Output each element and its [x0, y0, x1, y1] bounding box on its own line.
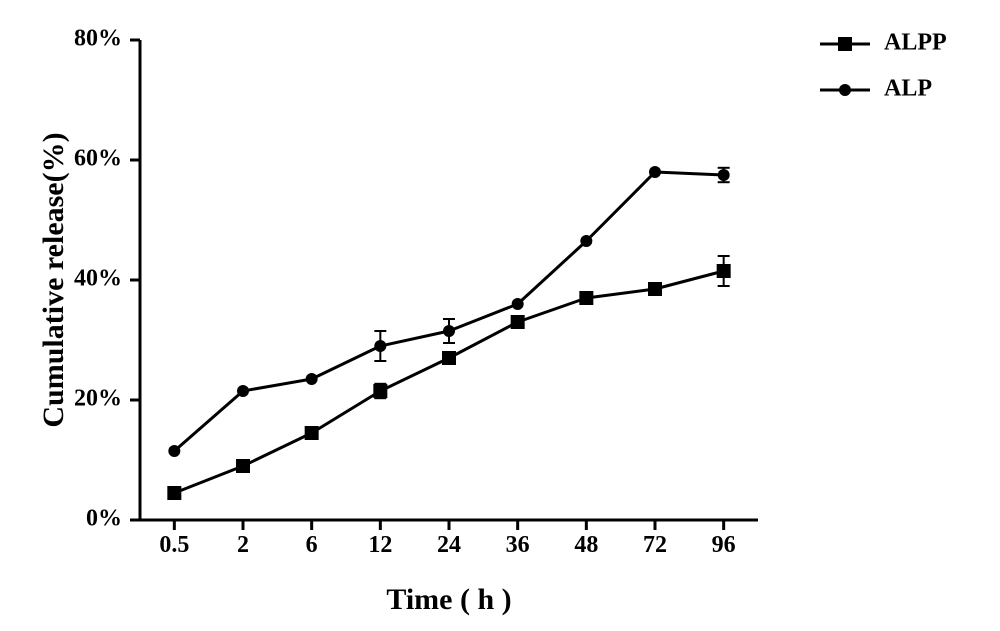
chart-container: 0% 20% 40% 60% 80% 0.5 2 6 12 24 36 48 72 96 Cumulativ… — [0, 0, 1000, 631]
marker-circle — [168, 445, 180, 457]
marker-square — [373, 384, 387, 398]
legend-label: ALPP — [884, 30, 947, 56]
series-line-alpp — [174, 271, 723, 493]
x-tick-label: 24 — [437, 532, 461, 558]
marker-circle — [306, 373, 318, 385]
marker-square — [579, 291, 593, 305]
y-tick-label: 60% — [74, 146, 122, 172]
series-line-alp — [174, 172, 723, 451]
x-tick-label: 96 — [712, 532, 736, 558]
x-tick-label: 48 — [574, 532, 598, 558]
x-axis-label: Time ( h ) — [386, 583, 511, 616]
y-tick-label: 0% — [86, 506, 122, 532]
x-tick-label: 0.5 — [159, 532, 189, 558]
marker-circle — [237, 385, 249, 397]
marker-circle — [649, 166, 661, 178]
marker-circle — [718, 169, 730, 181]
x-tick-label: 36 — [506, 532, 530, 558]
marker-square — [648, 282, 662, 296]
legend-marker-square — [838, 37, 852, 51]
x-tick-label: 72 — [643, 532, 667, 558]
x-tick-label: 6 — [306, 532, 318, 558]
marker-circle — [580, 235, 592, 247]
marker-square — [236, 459, 250, 473]
marker-circle — [374, 340, 386, 352]
y-tick-label: 40% — [74, 266, 122, 292]
line-chart: 0% 20% 40% 60% 80% 0.5 2 6 12 24 36 48 72 96 Cumulativ… — [0, 0, 1000, 631]
marker-square — [717, 264, 731, 278]
x-tick-label: 12 — [368, 532, 392, 558]
marker-circle — [512, 298, 524, 310]
y-tick-label: 80% — [74, 26, 122, 52]
marker-square — [167, 486, 181, 500]
y-tick-label: 20% — [74, 386, 122, 412]
legend-label: ALP — [884, 76, 932, 102]
y-axis-label: Cumulative release(%) — [37, 132, 70, 427]
legend-marker-circle — [839, 84, 851, 96]
marker-circle — [443, 325, 455, 337]
marker-square — [442, 351, 456, 365]
marker-square — [305, 426, 319, 440]
marker-square — [511, 315, 525, 329]
x-tick-label: 2 — [237, 532, 249, 558]
